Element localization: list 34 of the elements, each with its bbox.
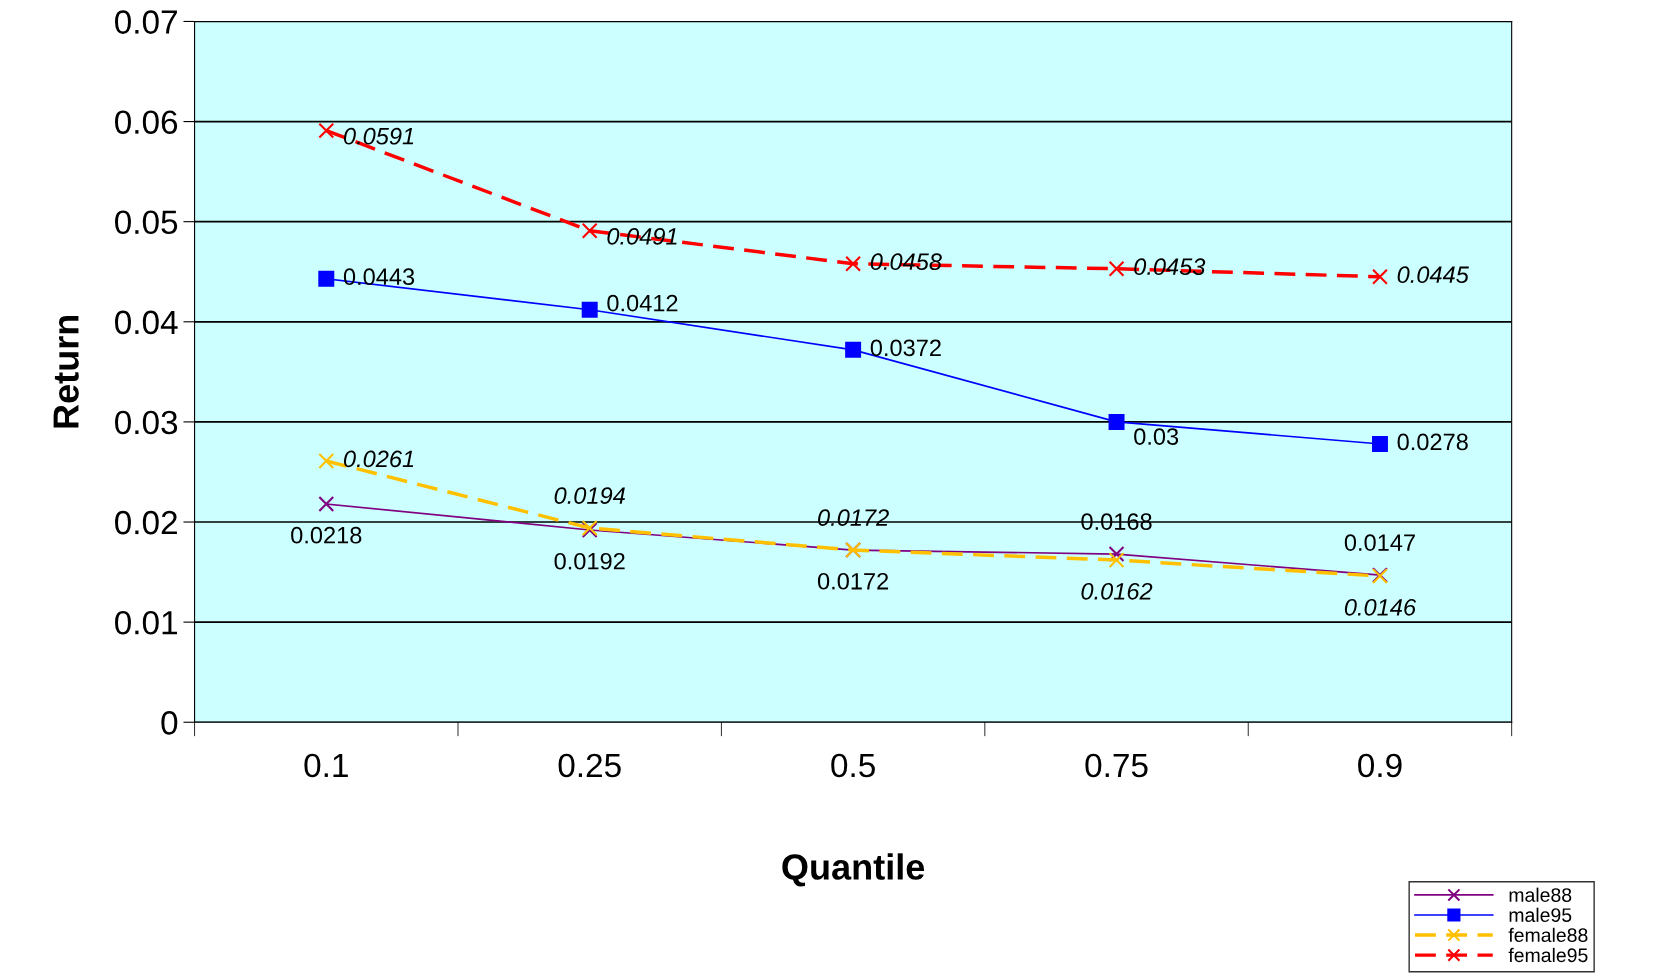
x-axis-title: Quantile <box>782 853 925 887</box>
y-tick-label: 0 <box>161 711 178 735</box>
data-label: 0.0218 <box>291 526 362 544</box>
x-tick-label: 0.25 <box>558 753 621 778</box>
y-tick-label: 0.06 <box>115 110 178 134</box>
data-label: 0.0443 <box>343 268 415 286</box>
legend-label: male95 <box>1509 907 1572 922</box>
data-label: 0.0162 <box>1081 582 1153 600</box>
data-label: 0.0445 <box>1397 266 1469 284</box>
y-tick-label: 0.03 <box>115 410 178 435</box>
data-label: 0.0146 <box>1344 598 1417 616</box>
y-tick-label: 0.07 <box>115 10 177 34</box>
x-tick-label: 0.9 <box>1358 753 1402 778</box>
data-label: 0.0194 <box>554 487 625 504</box>
data-label: 0.03 <box>1134 428 1179 445</box>
data-label: 0.0192 <box>554 552 625 570</box>
legend-label: female88 <box>1508 927 1588 943</box>
x-tick-label: 0.75 <box>1085 753 1148 778</box>
y-tick-label: 0.05 <box>115 210 178 235</box>
y-axis-title: Return <box>53 315 79 428</box>
x-tick-label: 0.5 <box>831 753 875 778</box>
data-label: 0.0147 <box>1344 534 1415 551</box>
y-tick-label: 0.01 <box>115 610 177 635</box>
data-label: 0.0278 <box>1397 433 1468 451</box>
data-label: 0.0372 <box>870 339 941 357</box>
y-tick-label: 0.04 <box>115 310 178 335</box>
data-label: 0.0591 <box>343 127 414 145</box>
data-label: 0.0172 <box>817 572 889 590</box>
data-label: 0.0412 <box>607 294 678 312</box>
x-tick-label: 0.1 <box>304 753 348 778</box>
legend-label: female95 <box>1508 947 1588 963</box>
y-tick-label: 0.02 <box>115 510 177 535</box>
legend-label: male88 <box>1509 887 1572 902</box>
data-label: 0.0261 <box>343 450 414 468</box>
